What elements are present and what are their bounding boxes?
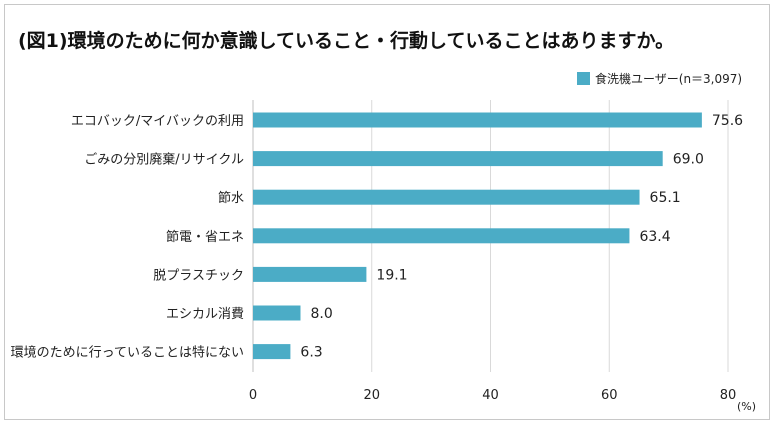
value-label: 63.4 bbox=[639, 229, 670, 245]
x-tick-label: 20 bbox=[363, 388, 380, 403]
value-label: 75.6 bbox=[712, 113, 743, 129]
value-label: 69.0 bbox=[673, 152, 704, 168]
chart-title: (図1)環境のために何か意識していること・行動していることはありますか。 bbox=[18, 30, 675, 52]
category-label: エコバック/マイバックの利用 bbox=[71, 114, 244, 129]
category-label: 環境のために行っていることは特にない bbox=[11, 346, 244, 361]
category-label: 脱プラスチック bbox=[153, 268, 244, 283]
category-label: 節電・省エネ bbox=[166, 230, 244, 245]
bar bbox=[253, 228, 630, 244]
bar bbox=[253, 305, 301, 321]
x-tick-label: 40 bbox=[482, 388, 499, 403]
bar bbox=[253, 112, 702, 128]
value-label: 6.3 bbox=[300, 345, 322, 361]
legend-swatch bbox=[577, 72, 590, 85]
category-label: 節水 bbox=[218, 191, 244, 206]
chart-frame bbox=[4, 4, 770, 420]
x-tick-label: 60 bbox=[601, 388, 618, 403]
value-label: 19.1 bbox=[376, 267, 407, 283]
x-unit-label: (%) bbox=[737, 400, 756, 413]
category-label: エシカル消費 bbox=[166, 307, 244, 322]
legend: 食洗機ユーザー(n＝3,097) bbox=[577, 70, 742, 87]
category-label: ごみの分別廃棄/リサイクル bbox=[84, 152, 244, 168]
bar bbox=[253, 266, 367, 282]
legend-label: 食洗機ユーザー(n＝3,097) bbox=[595, 72, 743, 86]
x-tick-label: 0 bbox=[249, 388, 257, 403]
bar bbox=[253, 344, 291, 360]
x-tick-label: 80 bbox=[720, 388, 737, 403]
value-label: 8.0 bbox=[311, 306, 333, 322]
value-label: 65.1 bbox=[650, 190, 681, 206]
bar bbox=[253, 151, 663, 167]
bar bbox=[253, 189, 640, 205]
